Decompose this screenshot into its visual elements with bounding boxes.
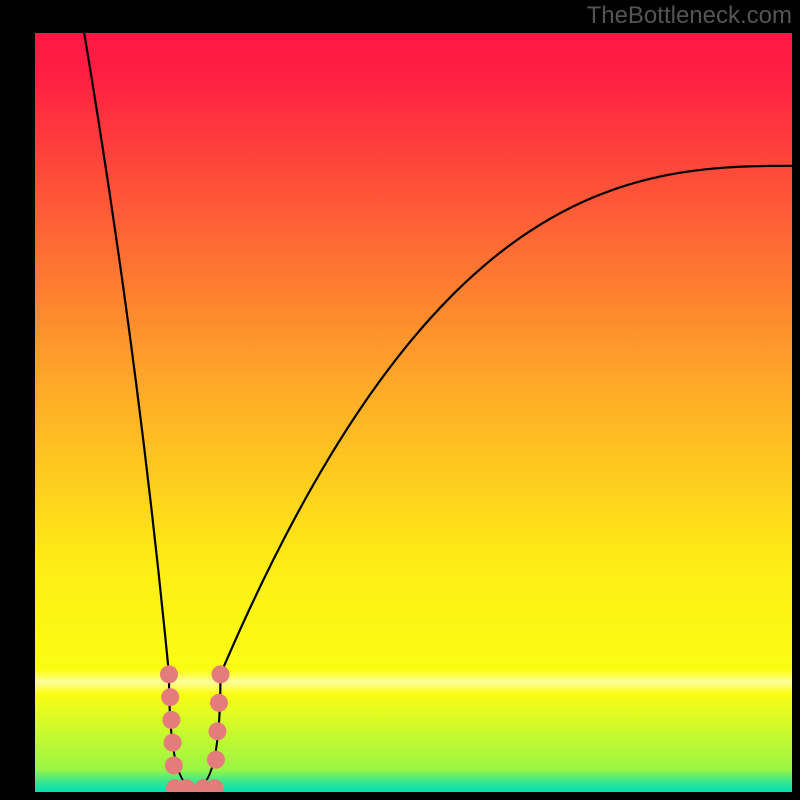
plot-area [35, 33, 792, 792]
bottleneck-curve [35, 33, 792, 792]
valley-marker [162, 711, 180, 729]
valley-marker [208, 722, 226, 740]
valley-marker [160, 665, 178, 683]
valley-marker [210, 694, 228, 712]
valley-marker [207, 751, 225, 769]
curve-right-branch [220, 166, 792, 675]
valley-marker [165, 756, 183, 774]
watermark-text: TheBottleneck.com [587, 2, 792, 30]
curve-left-branch [84, 33, 169, 674]
valley-marker [211, 665, 229, 683]
valley-marker [161, 688, 179, 706]
valley-marker [164, 734, 182, 752]
